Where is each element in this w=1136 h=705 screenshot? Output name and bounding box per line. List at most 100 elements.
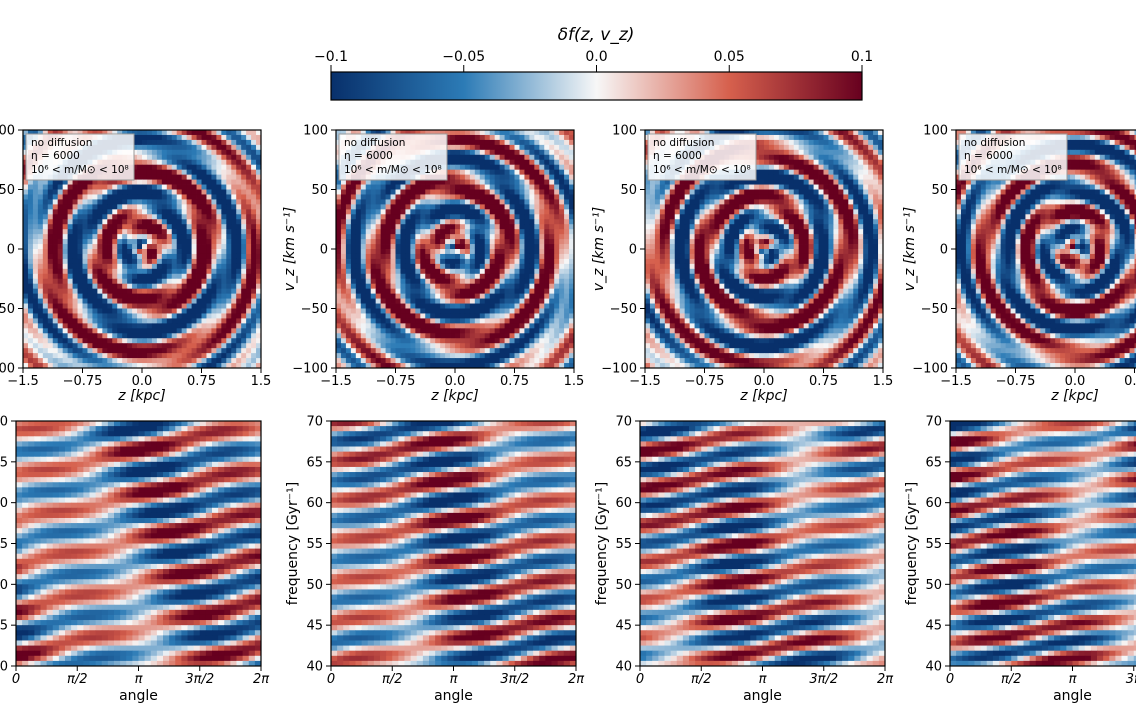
heatmap-cell [23,234,29,240]
heatmap-cell [77,538,84,544]
heatmap-cell [89,441,97,447]
heatmap-cell [102,244,108,250]
heatmap-cell [161,214,168,220]
heatmap-cell [138,533,146,539]
heatmap-cell [205,431,213,437]
heatmap-cell [176,189,183,195]
heatmap-cell [193,625,201,631]
heatmap-cell [156,278,163,285]
heatmap-cell [196,244,202,250]
heatmap-cell [40,446,48,453]
heatmap-cell [221,214,227,220]
heatmap-cell [218,421,225,427]
heatmap-cell [216,174,222,180]
heatmap-cell [114,574,121,580]
heatmap-cell [221,159,227,166]
heatmap-cell [211,204,217,210]
heatmap-cell [175,660,182,666]
heatmap-cell [101,487,109,493]
heatmap-cell [175,507,182,514]
heatmap-cell [27,308,34,314]
heatmap-cell [489,184,496,190]
heatmap-cell [489,159,496,166]
heatmap-cell [175,451,182,458]
heatmap-cell [248,635,256,641]
heatmap-cell [212,523,219,529]
heatmap-cell [144,579,152,585]
heatmap-cell [40,548,48,555]
heatmap-cell [127,348,133,354]
heatmap-cell [42,303,49,309]
heatmap-cell [62,224,69,230]
heatmap-cell [82,308,88,314]
heatmap-cell [101,456,109,463]
heatmap-cell [181,650,188,657]
heatmap-cell [539,184,545,190]
heatmap-cell [138,426,146,432]
heatmap-cell [254,584,261,590]
heatmap-cell [236,323,242,329]
heatmap-cell [132,194,138,200]
heatmap-cell [450,159,456,166]
heatmap-cell [205,640,213,646]
heatmap-cell [211,293,217,299]
heatmap-cell [71,426,78,432]
heatmap-cell [464,149,471,156]
heatmap-cell [205,558,213,565]
heatmap-cell [107,650,115,657]
heatmap-cell [187,645,195,652]
heatmap-cell [166,343,173,349]
heatmap-cell [246,253,252,260]
heatmap-cell [137,159,143,166]
heatmap-cell [34,533,41,539]
heatmap-cell [34,640,41,646]
heatmap-cell [151,130,158,136]
heatmap-cell [459,130,466,136]
heatmap-cell [254,426,261,432]
heatmap-cell [27,293,34,299]
heatmap-cell [146,288,153,295]
colorbar-tick-label: 0.1 [851,49,873,65]
heatmap-cell [211,303,217,309]
heatmap-cell [127,283,133,290]
heatmap-cell [150,584,158,590]
heatmap-cell [22,431,29,437]
heatmap-cell [171,169,178,176]
heatmap-cell [46,431,54,437]
heatmap-cell [65,441,72,447]
heatmap-cell [46,630,54,636]
heatmap-cell [405,184,411,190]
heatmap-cell [92,239,98,245]
heatmap-cell [251,249,257,255]
heatmap-cell [138,655,146,662]
heatmap-cell [226,298,232,304]
heatmap-cell [459,159,466,166]
heatmap-cell [569,184,574,190]
heatmap-cell [163,492,170,498]
heatmap-cell [199,630,207,636]
heatmap-cell [221,358,227,364]
heatmap-cell [101,594,109,601]
heatmap-cell [534,164,540,171]
heatmap-cell [67,253,73,260]
heatmap-cell [150,512,158,519]
heatmap-cell [132,164,138,171]
heatmap-cell [181,574,188,580]
heatmap-cell [46,604,54,611]
heatmap-cell [216,273,222,280]
heatmap-cell [58,472,66,478]
y-tick-label: 40 [0,660,8,675]
heatmap-cell [169,523,176,529]
heatmap-cell [156,497,164,504]
heatmap-cell [504,179,510,185]
heatmap-cell [554,154,560,161]
heatmap-cell [484,154,491,161]
heatmap-cell [37,338,44,344]
heatmap-cell [95,548,103,555]
heatmap-cell [52,502,60,509]
heatmap-cell [132,293,138,299]
heatmap-cell [479,144,486,151]
heatmap-cell [112,308,118,314]
heatmap-cell [499,194,505,200]
heatmap-cell [58,533,66,539]
